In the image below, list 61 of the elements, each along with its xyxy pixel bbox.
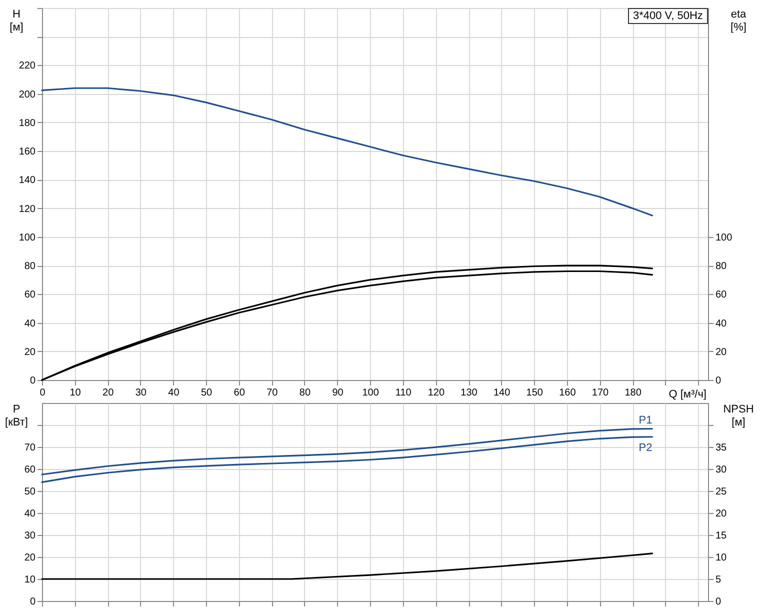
y2-tick-label: 20: [716, 508, 728, 520]
x-tick-label: 60: [234, 388, 246, 398]
x-tick-label: 10: [70, 388, 82, 398]
y-tick-label: 60: [24, 290, 36, 301]
y-tick-label: 70: [24, 442, 36, 454]
y-axis-title: H [м]: [10, 8, 24, 34]
y-tick-label: 50: [24, 486, 36, 498]
y2-tick-label: 10: [716, 552, 728, 564]
y2-tick-label: 80: [716, 261, 728, 272]
x-tick-label: 110: [395, 388, 412, 398]
y-tick-label: 80: [24, 261, 36, 272]
x-tick-label: 70: [266, 388, 278, 398]
y-axis-title: P [кВт]: [5, 404, 28, 428]
y2-tick-label: 0: [716, 376, 722, 386]
y2-tick-label: 30: [716, 464, 728, 476]
x-tick-label: 180: [624, 388, 642, 398]
x-tick-label: 80: [299, 388, 311, 398]
x-tick-label: 20: [102, 388, 114, 398]
x-tick-label: 100: [362, 388, 380, 398]
y2-tick-label: 40: [716, 318, 728, 330]
y2-tick-label: 15: [716, 530, 728, 542]
y-tick-label: 30: [24, 530, 36, 542]
y-tick-label: 20: [24, 346, 36, 358]
x-tick-label: 150: [526, 388, 544, 398]
y-tick-label: 60: [24, 464, 36, 476]
y2-tick-label: 100: [716, 232, 733, 244]
x-tick-label: 50: [200, 388, 213, 398]
x-tick-label: 130: [460, 388, 478, 398]
y-tick-label: 0: [30, 596, 36, 608]
y2-axis-title: NPSH [м]: [723, 404, 754, 428]
y-tick-label: 40: [24, 508, 36, 520]
y-tick-label: 140: [18, 175, 36, 186]
y-tick-label: 10: [24, 574, 36, 586]
series-label: P2: [638, 442, 652, 454]
y2-tick-label: 35: [716, 442, 728, 454]
y2-tick-label: 60: [716, 290, 728, 301]
y2-tick-label: 5: [716, 574, 722, 586]
y2-tick-label: 20: [716, 346, 728, 358]
x-tick-label: 40: [168, 388, 180, 398]
y-tick-label: 0: [30, 376, 36, 386]
annotation: 3*400 V, 50Hz: [628, 8, 708, 24]
y-tick-label: 220: [18, 60, 36, 72]
y-tick-label: 40: [24, 318, 36, 330]
x-tick-label: 140: [493, 388, 511, 398]
series-label: P1: [638, 414, 652, 427]
y-tick-label: 180: [18, 118, 36, 129]
y2-tick-label: 25: [716, 486, 728, 498]
x-axis-title: Q [м³/ч]: [668, 388, 706, 400]
x-tick-label: 30: [135, 388, 147, 398]
x-tick-label: 170: [592, 388, 610, 398]
y-tick-label: 120: [18, 204, 36, 215]
x-tick-label: 120: [428, 388, 445, 398]
x-tick-label: 160: [559, 388, 576, 398]
x-tick-label: 90: [332, 388, 344, 398]
x-tick-label: 0: [40, 388, 46, 398]
y-tick-label: 20: [24, 552, 36, 564]
y2-axis-title: eta [%]: [730, 8, 748, 34]
y2-tick-label: 0: [716, 596, 722, 608]
y-tick-label: 100: [18, 232, 36, 244]
y-tick-label: 160: [18, 146, 36, 158]
y-tick-label: 200: [18, 89, 36, 100]
